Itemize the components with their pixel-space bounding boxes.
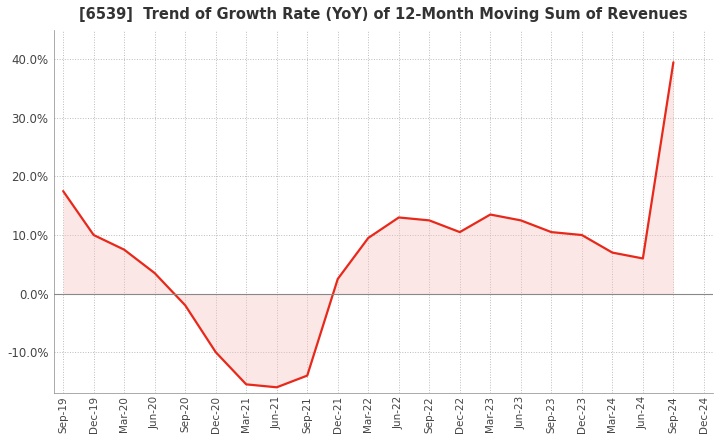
Title: [6539]  Trend of Growth Rate (YoY) of 12-Month Moving Sum of Revenues: [6539] Trend of Growth Rate (YoY) of 12-… (79, 7, 688, 22)
